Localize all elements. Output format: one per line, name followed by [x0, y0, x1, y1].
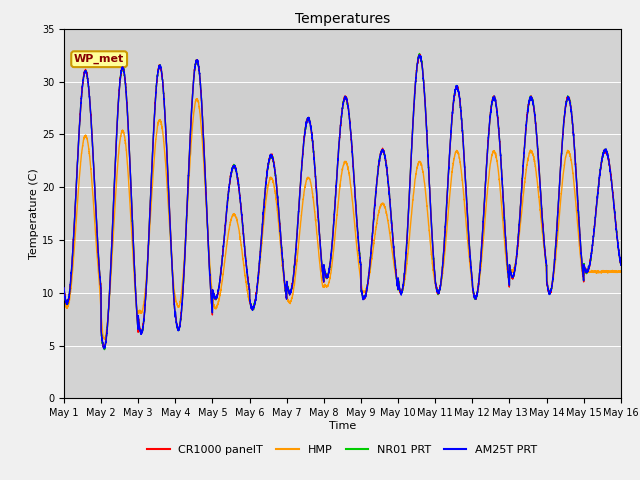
Bar: [64, 134, 621, 187]
Line: AM25T PRT: AM25T PRT: [64, 55, 621, 349]
Bar: [64, 82, 621, 134]
AM25T PRT: [617, 263, 625, 268]
NR01 PRT: [436, 282, 444, 288]
Line: HMP: HMP: [64, 99, 621, 339]
CR1000 panelT: [322, 272, 330, 277]
HMP: [60, 299, 68, 304]
AM25T PRT: [436, 283, 444, 288]
HMP: [436, 284, 444, 289]
AM25T PRT: [416, 52, 424, 58]
X-axis label: Time: Time: [329, 421, 356, 431]
AM25T PRT: [468, 268, 476, 274]
NR01 PRT: [322, 270, 330, 276]
Bar: [64, 293, 621, 346]
Bar: [64, 346, 621, 398]
AM25T PRT: [161, 99, 168, 105]
HMP: [193, 96, 200, 102]
CR1000 panelT: [468, 269, 476, 275]
HMP: [617, 269, 625, 275]
Legend: CR1000 panelT, HMP, NR01 PRT, AM25T PRT: CR1000 panelT, HMP, NR01 PRT, AM25T PRT: [143, 441, 542, 459]
HMP: [616, 269, 624, 275]
NR01 PRT: [616, 260, 624, 265]
CR1000 panelT: [617, 262, 625, 267]
Y-axis label: Temperature (C): Temperature (C): [29, 168, 39, 259]
HMP: [161, 143, 168, 148]
CR1000 panelT: [161, 99, 168, 105]
NR01 PRT: [499, 193, 507, 199]
AM25T PRT: [322, 272, 330, 277]
CR1000 panelT: [416, 52, 424, 58]
Line: CR1000 panelT: CR1000 panelT: [64, 55, 621, 348]
NR01 PRT: [617, 262, 625, 267]
Line: NR01 PRT: NR01 PRT: [64, 54, 621, 349]
AM25T PRT: [616, 259, 624, 265]
HMP: [322, 283, 330, 288]
CR1000 panelT: [616, 258, 624, 264]
AM25T PRT: [499, 192, 507, 198]
CR1000 panelT: [60, 286, 68, 291]
NR01 PRT: [468, 269, 476, 275]
AM25T PRT: [60, 285, 68, 290]
HMP: [499, 219, 507, 225]
Bar: [64, 29, 621, 82]
Bar: [64, 187, 621, 240]
AM25T PRT: [100, 346, 108, 352]
NR01 PRT: [60, 286, 68, 292]
CR1000 panelT: [100, 345, 108, 351]
HMP: [468, 275, 476, 280]
Bar: [64, 240, 621, 293]
NR01 PRT: [100, 347, 108, 352]
NR01 PRT: [415, 51, 423, 57]
NR01 PRT: [161, 100, 168, 106]
CR1000 panelT: [499, 194, 507, 200]
Text: WP_met: WP_met: [74, 54, 124, 64]
Title: Temperatures: Temperatures: [295, 12, 390, 26]
HMP: [100, 336, 108, 342]
CR1000 panelT: [436, 281, 444, 287]
